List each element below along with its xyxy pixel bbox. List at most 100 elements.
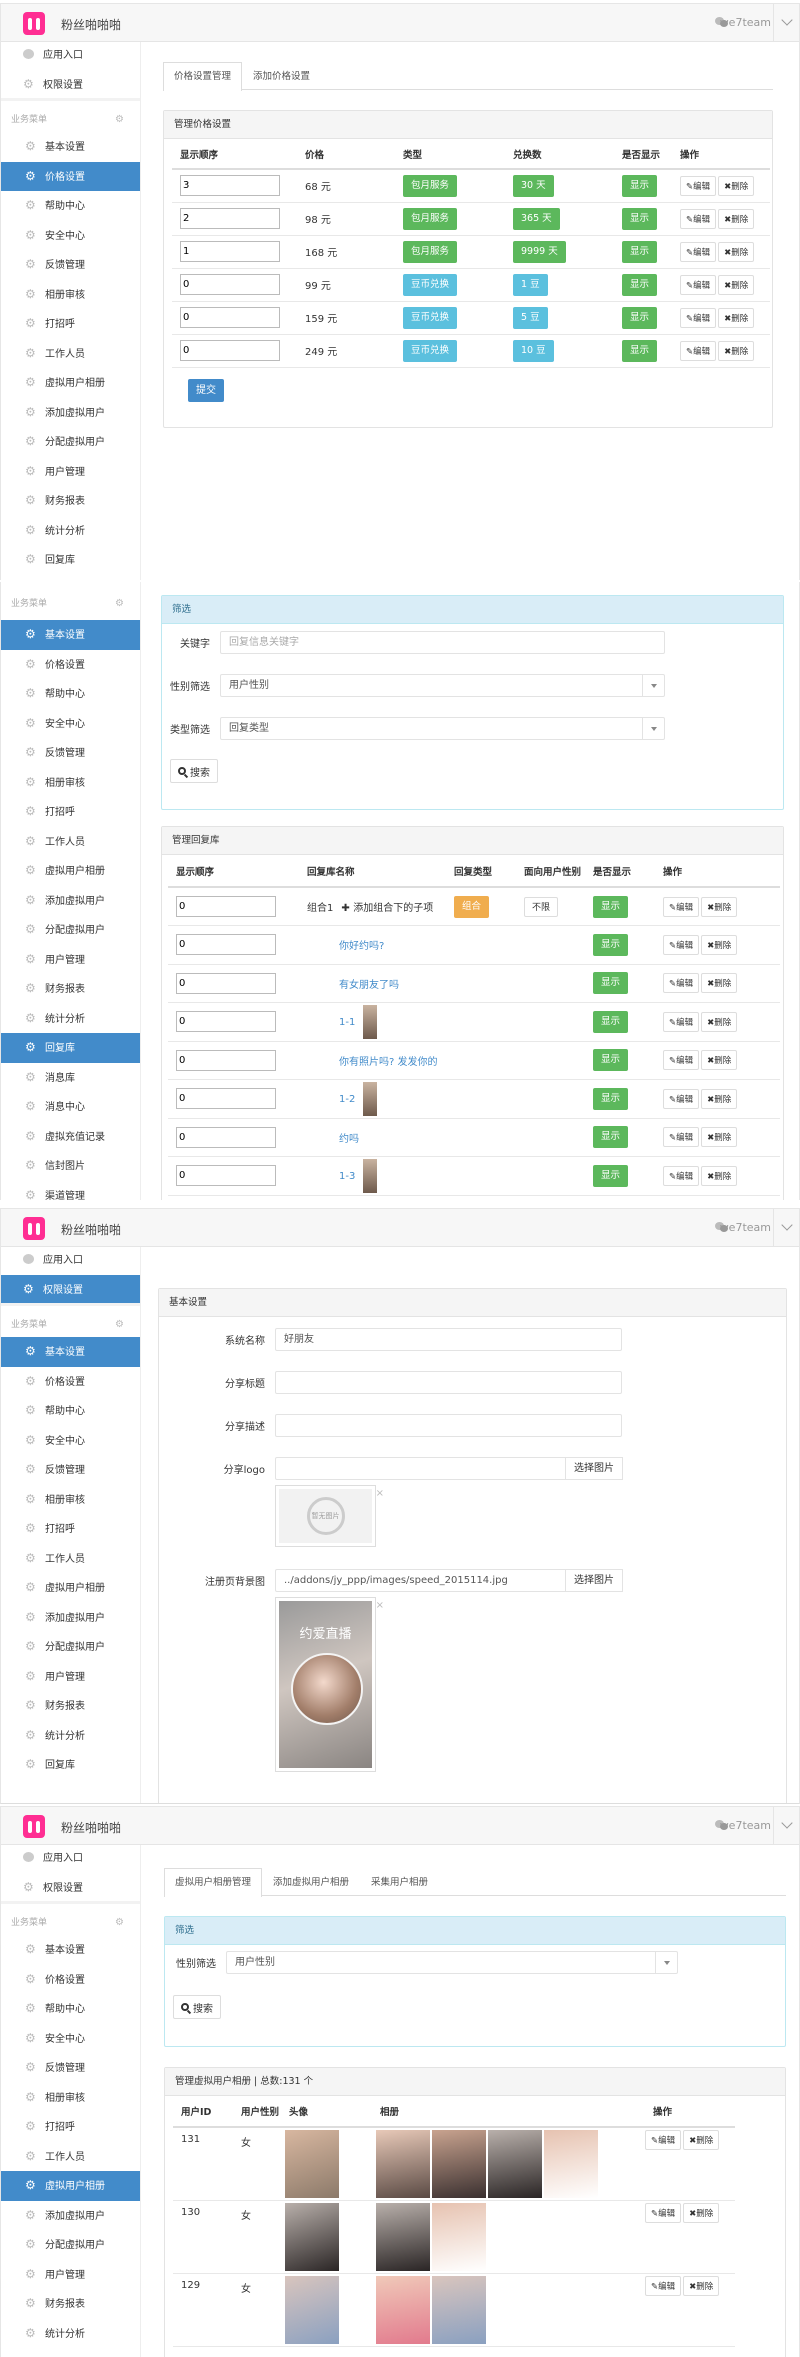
- sidebar-item[interactable]: ⚙ 工作人员: [1, 827, 140, 857]
- sidebar-item[interactable]: ⚙ 用户管理: [1, 1662, 140, 1692]
- account-name[interactable]: we7team: [719, 16, 771, 29]
- delete-button[interactable]: ✖删除: [718, 274, 755, 295]
- sidebar-item[interactable]: ⚙ 用户管理: [1, 457, 140, 487]
- sidebar-item[interactable]: ⚙ 相册审核: [1, 768, 140, 798]
- sidebar-item[interactable]: ⚙ 财务报表: [1, 2289, 140, 2319]
- delete-button[interactable]: ✖删除: [701, 973, 738, 994]
- sidebar-item[interactable]: ⚙ 安全中心: [1, 1426, 140, 1456]
- sidebar-item[interactable]: ⚙ 虚拟充值记录: [1, 1122, 140, 1152]
- sidebar-item[interactable]: ⚙ 虚拟用户相册: [1, 368, 140, 398]
- chevron-down-icon[interactable]: [781, 1817, 793, 1829]
- edit-button[interactable]: ✎编辑: [663, 1127, 700, 1148]
- sidebar-item[interactable]: ⚙ 基本设置: [1, 620, 140, 650]
- account-name[interactable]: we7team: [719, 1819, 771, 1832]
- sidebar-item[interactable]: ⚙ 分配虚拟用户: [1, 2230, 140, 2260]
- caret-down-icon[interactable]: [642, 675, 664, 696]
- keyword-field[interactable]: 回复信息关键字: [220, 631, 665, 654]
- sidebar-item[interactable]: ⚙ 工作人员: [1, 2142, 140, 2172]
- app-name[interactable]: 粉丝啪啪啪: [61, 1223, 122, 1237]
- system-name-field[interactable]: 好朋友: [275, 1328, 622, 1351]
- caret-down-icon[interactable]: [642, 718, 664, 739]
- order-input[interactable]: [176, 1088, 276, 1110]
- show-toggle-button[interactable]: 显示: [622, 240, 658, 263]
- album-photo[interactable]: [432, 2275, 486, 2344]
- sidebar-item[interactable]: ⚙ 添加虚拟用户: [1, 1603, 140, 1633]
- tab[interactable]: 添加虚拟用户相册: [273, 1877, 350, 1888]
- account-name[interactable]: we7team: [719, 1221, 771, 1234]
- delete-button[interactable]: ✖删除: [701, 896, 738, 917]
- order-input[interactable]: [180, 340, 280, 361]
- sidebar-item[interactable]: ⚙ 反馈管理: [1, 2053, 140, 2083]
- show-toggle-button[interactable]: 显示: [593, 1010, 629, 1033]
- edit-button[interactable]: ✎编辑: [663, 973, 700, 994]
- sidebar-item-app-entry[interactable]: 应用入口: [1, 1247, 140, 1275]
- show-toggle-button[interactable]: 显示: [593, 1126, 629, 1149]
- sidebar-item[interactable]: ⚙ 相册审核: [1, 2083, 140, 2113]
- reply-name-link[interactable]: 你好约吗?: [339, 941, 385, 953]
- sidebar-item[interactable]: ⚙ 虚拟用户相册: [1, 1573, 140, 1603]
- sidebar-item-permissions[interactable]: ⚙ 权限设置: [1, 70, 140, 98]
- sidebar-item[interactable]: ⚙ 财务报表: [1, 486, 140, 516]
- app-logo[interactable]: [23, 1815, 45, 1838]
- delete-button[interactable]: ✖删除: [701, 1127, 738, 1148]
- sidebar-item[interactable]: ⚙ 帮助中心: [1, 1994, 140, 2024]
- choose-image-button[interactable]: 选择图片: [566, 1569, 623, 1592]
- order-input[interactable]: [180, 208, 280, 229]
- delete-button[interactable]: ✖删除: [718, 307, 755, 328]
- sidebar-item[interactable]: ⚙ 分配虚拟用户: [1, 427, 140, 457]
- submit-button[interactable]: 提交: [188, 378, 224, 402]
- delete-button[interactable]: ✖删除: [701, 1011, 738, 1032]
- edit-button[interactable]: ✎编辑: [680, 340, 717, 361]
- reply-name-link[interactable]: 1-1: [339, 1016, 356, 1028]
- app-logo[interactable]: [23, 12, 45, 35]
- album-photo[interactable]: [376, 2129, 430, 2198]
- order-input[interactable]: [176, 896, 276, 917]
- sidebar-item[interactable]: ⚙ 工作人员: [1, 339, 140, 369]
- edit-button[interactable]: ✎编辑: [680, 241, 717, 262]
- order-input[interactable]: [176, 1126, 276, 1148]
- search-button[interactable]: 搜索: [170, 759, 218, 783]
- reply-name-link[interactable]: 有女朋友了吗: [339, 979, 399, 991]
- app-name[interactable]: 粉丝啪啪啪: [61, 1821, 122, 1835]
- album-photo[interactable]: [376, 2275, 430, 2344]
- gear-icon[interactable]: ⚙: [115, 1319, 124, 1330]
- edit-button[interactable]: ✎编辑: [663, 1165, 700, 1186]
- sidebar-item[interactable]: ⚙ 基本设置: [1, 1337, 140, 1367]
- sidebar-item[interactable]: ⚙ 工作人员: [1, 1544, 140, 1574]
- edit-button[interactable]: ✎编辑: [663, 1050, 700, 1071]
- album-photo[interactable]: [432, 2202, 486, 2271]
- remove-logo-icon[interactable]: ×: [375, 1488, 384, 1499]
- sidebar-item-permissions[interactable]: ⚙ 权限设置: [1, 1873, 140, 1901]
- sidebar-item[interactable]: ⚙ 财务报表: [1, 974, 140, 1004]
- edit-button[interactable]: ✎编辑: [645, 2202, 682, 2223]
- sidebar-item[interactable]: ⚙ 消息中心: [1, 1092, 140, 1122]
- sidebar-item[interactable]: ⚙ 回复库: [1, 1033, 140, 1063]
- tab[interactable]: 价格设置管理: [163, 62, 243, 91]
- tab[interactable]: 虚拟用户相册管理: [164, 1868, 263, 1897]
- reply-name-link[interactable]: 1-2: [339, 1093, 356, 1105]
- order-input[interactable]: [176, 1049, 276, 1071]
- album-photo[interactable]: [544, 2129, 598, 2198]
- album-photo[interactable]: [488, 2129, 542, 2198]
- edit-button[interactable]: ✎编辑: [645, 2130, 682, 2150]
- sidebar-item[interactable]: ⚙ 安全中心: [1, 709, 140, 739]
- sidebar-item[interactable]: ⚙ 添加虚拟用户: [1, 886, 140, 916]
- type-select[interactable]: 回复类型: [220, 717, 665, 740]
- choose-image-button[interactable]: 选择图片: [566, 1457, 623, 1480]
- sidebar-item[interactable]: ⚙ 信封图片: [1, 1151, 140, 1181]
- sidebar-item[interactable]: ⚙ 统计分析: [1, 1721, 140, 1751]
- edit-button[interactable]: ✎编辑: [680, 307, 717, 328]
- sidebar-item[interactable]: ⚙ 安全中心: [1, 221, 140, 251]
- delete-button[interactable]: ✖删除: [701, 934, 738, 955]
- edit-button[interactable]: ✎编辑: [680, 175, 717, 196]
- sidebar-item[interactable]: ⚙ 打招呼: [1, 309, 140, 339]
- sidebar-item[interactable]: ⚙ 安全中心: [1, 2024, 140, 2054]
- share-title-field[interactable]: [275, 1371, 622, 1394]
- sidebar-item[interactable]: ⚙ 帮助中心: [1, 1396, 140, 1426]
- edit-button[interactable]: ✎编辑: [663, 896, 700, 917]
- sidebar-item[interactable]: ⚙ 用户管理: [1, 945, 140, 975]
- edit-button[interactable]: ✎编辑: [663, 1088, 700, 1109]
- order-input[interactable]: [176, 972, 276, 994]
- sidebar-item[interactable]: ⚙ 统计分析: [1, 516, 140, 546]
- order-input[interactable]: [180, 175, 280, 197]
